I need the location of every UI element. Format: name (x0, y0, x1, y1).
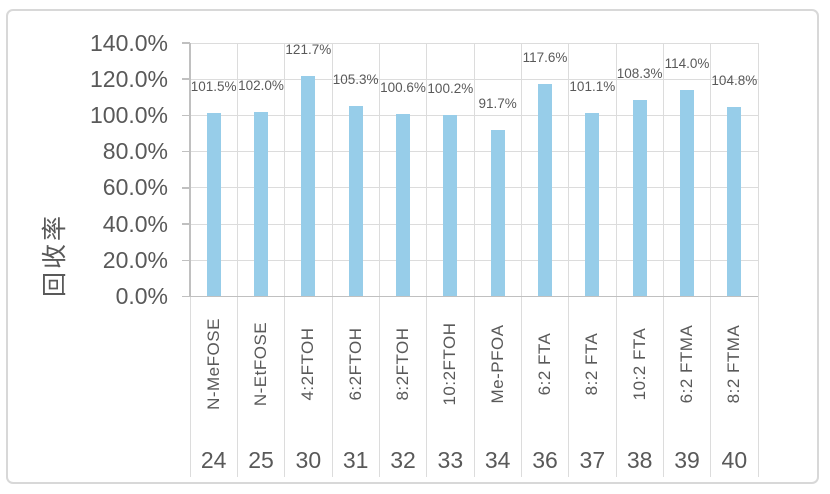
y-tick-label: 20.0% (102, 246, 168, 273)
y-tick-label: 140.0% (89, 29, 168, 56)
x-axis-divider (662, 296, 664, 477)
x-axis-divider (331, 296, 333, 477)
y-tick-label: 80.0% (102, 138, 168, 165)
bar-value-label: 100.6% (380, 80, 426, 96)
y-tick-label: 100.0% (89, 101, 168, 128)
gridline-vertical (710, 43, 712, 297)
x-axis-divider (757, 296, 759, 477)
gridline-vertical (426, 43, 428, 297)
bar (585, 113, 600, 297)
bar (254, 111, 268, 297)
x-category-number: 24 (200, 447, 227, 473)
gridline-vertical (473, 43, 475, 297)
bar-value-label: 105.3% (332, 71, 379, 87)
x-axis-divider (710, 296, 712, 477)
x-axis-divider (236, 296, 238, 477)
bar-value-label: 102.0% (238, 77, 284, 93)
gridline-vertical (568, 43, 570, 297)
x-category-number: 38 (626, 447, 653, 473)
bar (206, 112, 221, 297)
x-category-number: 37 (579, 447, 606, 473)
x-category-number: 36 (532, 447, 558, 473)
x-axis-divider (426, 296, 428, 477)
x-category-number: 32 (390, 447, 416, 473)
gridline-vertical (757, 43, 759, 297)
y-axis-tick-mark (182, 42, 190, 44)
bar-value-label: 114.0% (664, 56, 710, 72)
x-axis-divider (615, 296, 617, 477)
y-axis-tick-mark (182, 187, 190, 189)
x-axis-divider (378, 296, 380, 477)
x-axis-divider (520, 296, 522, 477)
bar-value-label: 91.7% (478, 96, 517, 112)
y-tick-label: 40.0% (102, 210, 168, 237)
gridline-vertical (236, 43, 238, 297)
y-tick-label: 60.0% (102, 174, 168, 201)
bar-value-label: 101.5% (190, 78, 237, 94)
x-axis-divider (284, 296, 286, 477)
bar-value-label: 100.2% (427, 81, 474, 97)
gridline-vertical (378, 43, 380, 297)
gridline-vertical (520, 43, 522, 297)
x-category-number: 39 (674, 447, 700, 473)
bar (490, 130, 505, 297)
gridline-vertical (284, 43, 286, 297)
y-axis-tick-mark (182, 223, 190, 225)
x-category-label: 8:2 FTMA (724, 324, 744, 404)
y-axis-line (189, 43, 191, 297)
y-axis-tick-mark (182, 259, 190, 262)
bar (301, 76, 316, 297)
x-category-number: 34 (484, 447, 511, 473)
bar (680, 90, 694, 297)
gridline-vertical (662, 43, 664, 297)
x-category-number: 33 (437, 447, 464, 473)
bar-value-label: 121.7% (285, 42, 332, 58)
bar-value-label: 117.6% (522, 49, 568, 65)
x-category-number: 31 (342, 447, 369, 473)
y-axis-tick-mark (182, 114, 190, 117)
bar (632, 100, 647, 297)
x-axis-divider (568, 296, 570, 477)
x-axis-divider (189, 296, 191, 477)
gridline-vertical (331, 43, 333, 297)
y-tick-label: 120.0% (89, 65, 168, 92)
y-axis-tick-mark (182, 150, 190, 153)
bar-value-label: 108.3% (616, 66, 663, 82)
y-axis-tick-mark (182, 78, 190, 80)
y-axis-tick-mark (182, 295, 190, 298)
bar (538, 83, 552, 297)
y-tick-label: 0.0% (115, 283, 168, 309)
bar-value-label: 101.1% (569, 79, 616, 95)
x-category-number: 30 (295, 447, 322, 473)
bar (396, 114, 410, 297)
x-axis-line (190, 295, 758, 298)
bar (727, 106, 742, 297)
x-category-number: 25 (248, 447, 274, 473)
x-category-number: 40 (721, 447, 748, 473)
bar (443, 115, 458, 297)
bar-value-label: 104.8% (711, 72, 758, 88)
gridline-vertical (615, 43, 617, 297)
x-axis-divider (473, 296, 475, 477)
bar (348, 105, 363, 297)
